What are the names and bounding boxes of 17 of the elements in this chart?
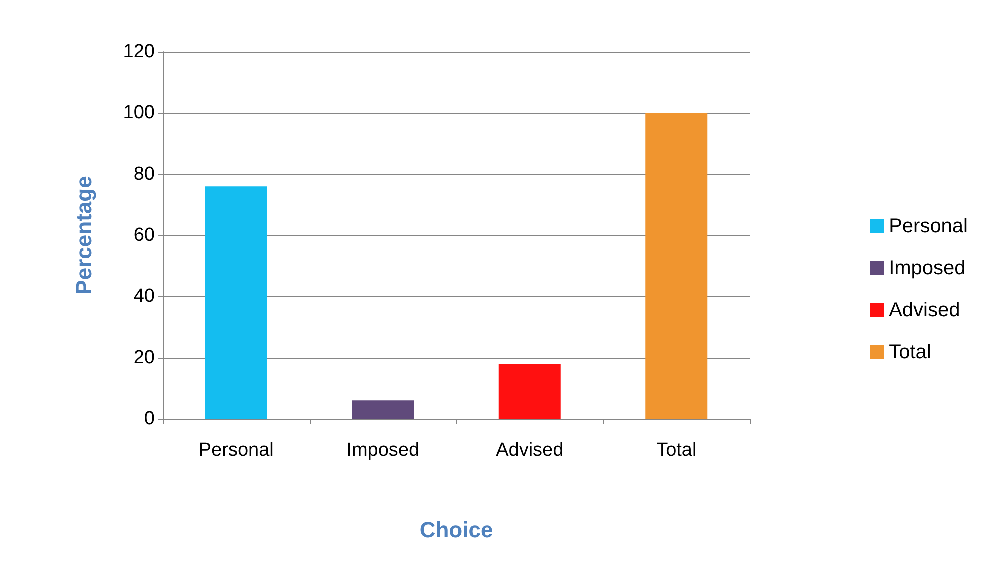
y-tick-label: 40	[134, 286, 155, 308]
legend-label: Advised	[889, 300, 960, 322]
x-tick-label: Personal	[198, 440, 274, 461]
legend-label: Total	[889, 342, 932, 364]
legend-label: Personal	[889, 216, 968, 238]
y-tick-label: 20	[134, 347, 155, 368]
x-tick-label: Advised	[496, 440, 564, 461]
y-axis-title: Percentage	[72, 176, 96, 295]
y-tick-label: 100	[123, 102, 155, 124]
x-tick-label: Total	[656, 440, 697, 461]
y-tick-label: 0	[144, 408, 155, 430]
x-tick-label: Imposed	[346, 440, 420, 461]
y-tick-label: 80	[134, 164, 155, 185]
legend-label: Imposed	[889, 258, 966, 280]
x-axis-title: Choice	[420, 518, 494, 542]
y-tick-label: 120	[123, 42, 155, 62]
y-tick-label: 60	[134, 225, 155, 246]
